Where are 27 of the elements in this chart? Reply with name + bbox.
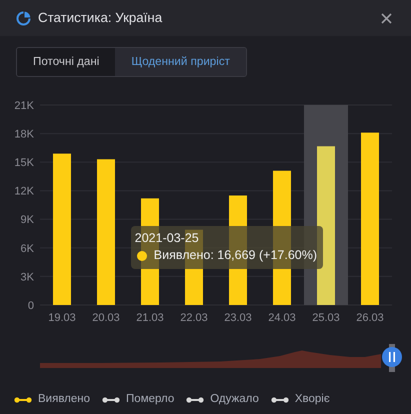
x-tick-label: 19.03 (48, 312, 76, 324)
x-tick-label: 22.03 (180, 312, 208, 324)
bar (97, 159, 115, 305)
chart-title: Статистика: Україна (38, 10, 162, 26)
x-tick-label: 21.03 (136, 312, 164, 324)
x-tick-label: 23.03 (224, 312, 252, 324)
y-tick-label: 15K (14, 157, 35, 170)
x-tick-label: 24.03 (268, 312, 296, 324)
y-tick-label: 9K (20, 214, 35, 226)
legend-label: Померло (126, 392, 174, 407)
tooltip-box: 2021-03-25 Виявлено: 16,669 (+17.60%) (130, 226, 323, 269)
bar (53, 154, 71, 305)
legend-label: Хворіє (294, 392, 330, 407)
tab-switcher: Поточні дані Щоденний приріст (16, 47, 247, 77)
x-tick-label: 20.03 (92, 312, 120, 324)
x-tick-label: 26.03 (356, 312, 384, 324)
annotation: 2021-03-25 Виявлено: 16,669 (+17.60%) (134, 230, 317, 264)
y-tick-label: 12K (14, 186, 35, 198)
y-tick-label: 21K (14, 100, 35, 112)
y-tick-label: 3K (20, 271, 35, 284)
legend-label: Виявлено (38, 392, 90, 407)
x-tick-label: 25.03 (312, 312, 340, 324)
y-tick-label: 18K (14, 128, 35, 140)
y-tick-label: 0 (28, 300, 34, 312)
legend-label: Одужало (210, 392, 259, 407)
bar (361, 132, 379, 305)
y-tick-label: 6K (20, 242, 35, 255)
